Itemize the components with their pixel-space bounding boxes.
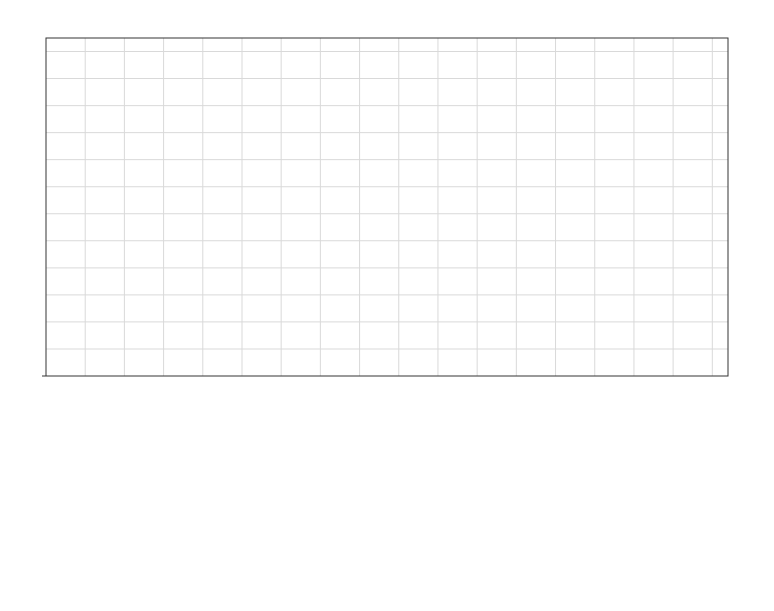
chart-stage [0,0,774,611]
top-plot-area [46,38,728,376]
chart-svg [0,0,774,611]
